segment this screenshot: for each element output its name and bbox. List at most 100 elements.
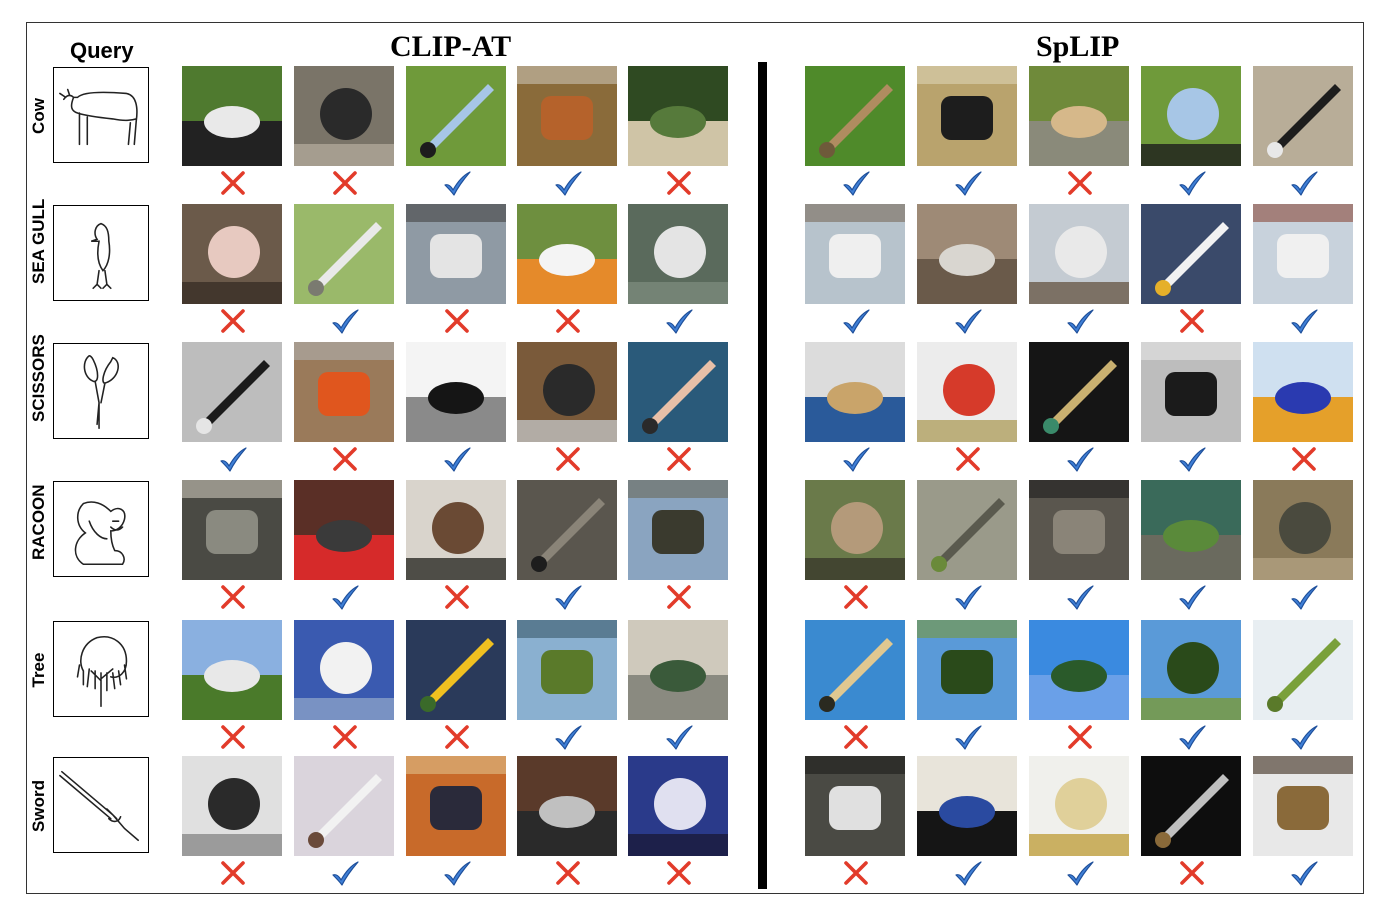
clip-at-result-image	[628, 756, 728, 856]
row-label-sea-gull: SEA GULL	[29, 198, 48, 284]
cross-mark-icon	[442, 308, 472, 334]
clip-at-result-image	[294, 480, 394, 580]
cross-mark-icon	[1289, 446, 1319, 472]
clip-at-result-image	[406, 204, 506, 304]
check-mark-icon	[664, 308, 694, 334]
clip-at-result-image	[182, 66, 282, 166]
cross-mark-icon	[442, 724, 472, 750]
check-mark-icon	[442, 860, 472, 886]
row-label-cow: Cow	[29, 98, 48, 134]
check-mark-icon	[1289, 308, 1319, 334]
query-sketch-tree	[53, 621, 149, 717]
splip-result-image	[805, 620, 905, 720]
cross-mark-icon	[841, 860, 871, 886]
cross-mark-icon	[330, 446, 360, 472]
splip-result-image	[1253, 66, 1353, 166]
cross-mark-icon	[330, 170, 360, 196]
clip-at-result-image	[294, 342, 394, 442]
cross-mark-icon	[664, 170, 694, 196]
splip-result-image	[805, 342, 905, 442]
clip-at-result-image	[517, 620, 617, 720]
splip-result-image	[805, 756, 905, 856]
cross-mark-icon	[841, 584, 871, 610]
check-mark-icon	[330, 584, 360, 610]
clip-at-result-image	[406, 756, 506, 856]
clip-at-result-image	[182, 204, 282, 304]
clip-at-result-image	[517, 480, 617, 580]
check-mark-icon	[1289, 724, 1319, 750]
check-mark-icon	[953, 170, 983, 196]
check-mark-icon	[953, 724, 983, 750]
splip-result-image	[917, 204, 1017, 304]
cross-mark-icon	[841, 724, 871, 750]
splip-result-image	[1141, 342, 1241, 442]
splip-result-image	[1253, 342, 1353, 442]
cross-mark-icon	[218, 724, 248, 750]
row-label-tree: Tree	[29, 652, 48, 688]
splip-result-image	[917, 480, 1017, 580]
clip-at-result-image	[182, 756, 282, 856]
cross-mark-icon	[330, 724, 360, 750]
check-mark-icon	[1065, 446, 1095, 472]
clip-at-result-image	[406, 342, 506, 442]
row-label-scissors: SCISSORS	[29, 334, 48, 422]
row-label-sword: Sword	[29, 780, 48, 832]
cross-mark-icon	[1177, 308, 1207, 334]
check-mark-icon	[1289, 584, 1319, 610]
check-mark-icon	[1289, 170, 1319, 196]
clip-at-result-image	[406, 66, 506, 166]
splip-result-image	[1253, 480, 1353, 580]
query-sketch-cow	[53, 67, 149, 163]
splip-result-image	[1141, 204, 1241, 304]
check-mark-icon	[953, 860, 983, 886]
splip-result-image	[805, 204, 905, 304]
splip-result-image	[917, 620, 1017, 720]
figure-frame	[26, 22, 1364, 894]
check-mark-icon	[553, 170, 583, 196]
splip-result-image	[1141, 620, 1241, 720]
check-mark-icon	[841, 446, 871, 472]
check-mark-icon	[1177, 724, 1207, 750]
cross-mark-icon	[218, 584, 248, 610]
check-mark-icon	[841, 170, 871, 196]
splip-result-image	[1253, 204, 1353, 304]
cross-mark-icon	[218, 170, 248, 196]
check-mark-icon	[330, 860, 360, 886]
query-sketch-racoon	[53, 481, 149, 577]
cross-mark-icon	[1065, 170, 1095, 196]
check-mark-icon	[1177, 584, 1207, 610]
clip-at-result-image	[294, 620, 394, 720]
clip-at-result-image	[182, 342, 282, 442]
splip-result-image	[1029, 204, 1129, 304]
splip-result-image	[917, 66, 1017, 166]
clip-at-result-image	[628, 66, 728, 166]
check-mark-icon	[442, 170, 472, 196]
check-mark-icon	[553, 584, 583, 610]
cross-mark-icon	[218, 308, 248, 334]
clip-at-result-image	[628, 342, 728, 442]
cross-mark-icon	[1177, 860, 1207, 886]
splip-result-image	[1029, 756, 1129, 856]
clip-at-result-image	[406, 620, 506, 720]
clip-at-result-image	[294, 756, 394, 856]
section-divider	[758, 62, 767, 889]
clip-at-result-image	[294, 66, 394, 166]
clip-at-result-image	[628, 620, 728, 720]
check-mark-icon	[953, 584, 983, 610]
splip-result-image	[1029, 66, 1129, 166]
cross-mark-icon	[553, 446, 583, 472]
clip-at-result-image	[294, 204, 394, 304]
cross-mark-icon	[1065, 724, 1095, 750]
check-mark-icon	[218, 446, 248, 472]
check-mark-icon	[841, 308, 871, 334]
clip-at-result-image	[517, 66, 617, 166]
check-mark-icon	[330, 308, 360, 334]
check-mark-icon	[1065, 584, 1095, 610]
splip-result-image	[1141, 756, 1241, 856]
splip-result-image	[917, 756, 1017, 856]
cross-mark-icon	[218, 860, 248, 886]
splip-result-image	[805, 66, 905, 166]
cross-mark-icon	[664, 446, 694, 472]
check-mark-icon	[1177, 170, 1207, 196]
cross-mark-icon	[442, 584, 472, 610]
